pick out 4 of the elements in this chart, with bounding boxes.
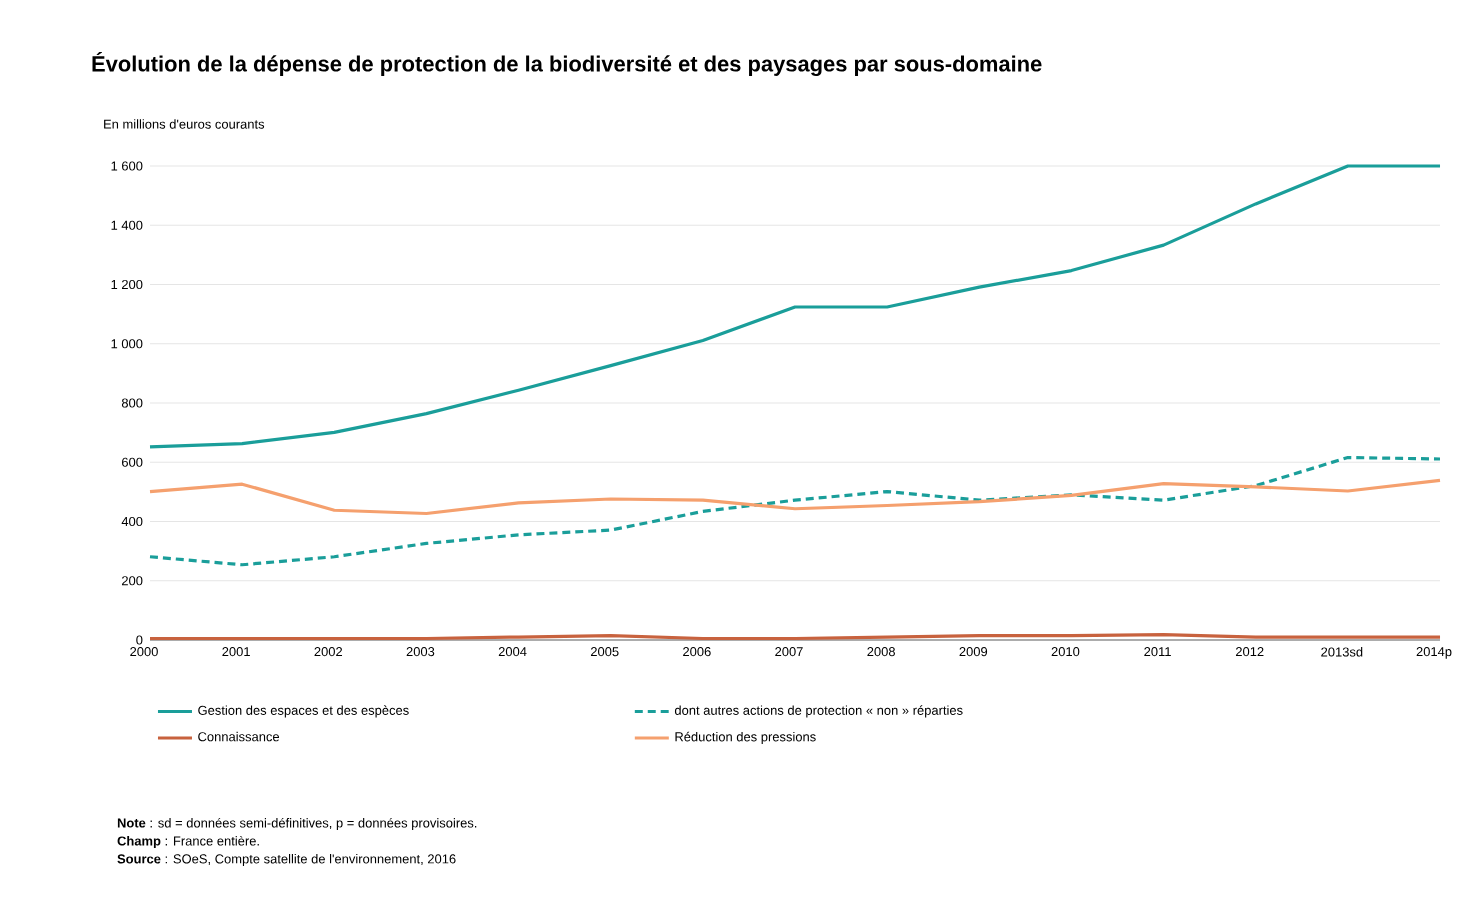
chart-title: Évolution de la dépense de protection de la biodiversité et des paysages par sous-domaine bbox=[92, 51, 1042, 77]
line-series bbox=[148, 455, 1442, 567]
line-series bbox=[148, 478, 1442, 516]
line-series bbox=[148, 164, 1442, 449]
